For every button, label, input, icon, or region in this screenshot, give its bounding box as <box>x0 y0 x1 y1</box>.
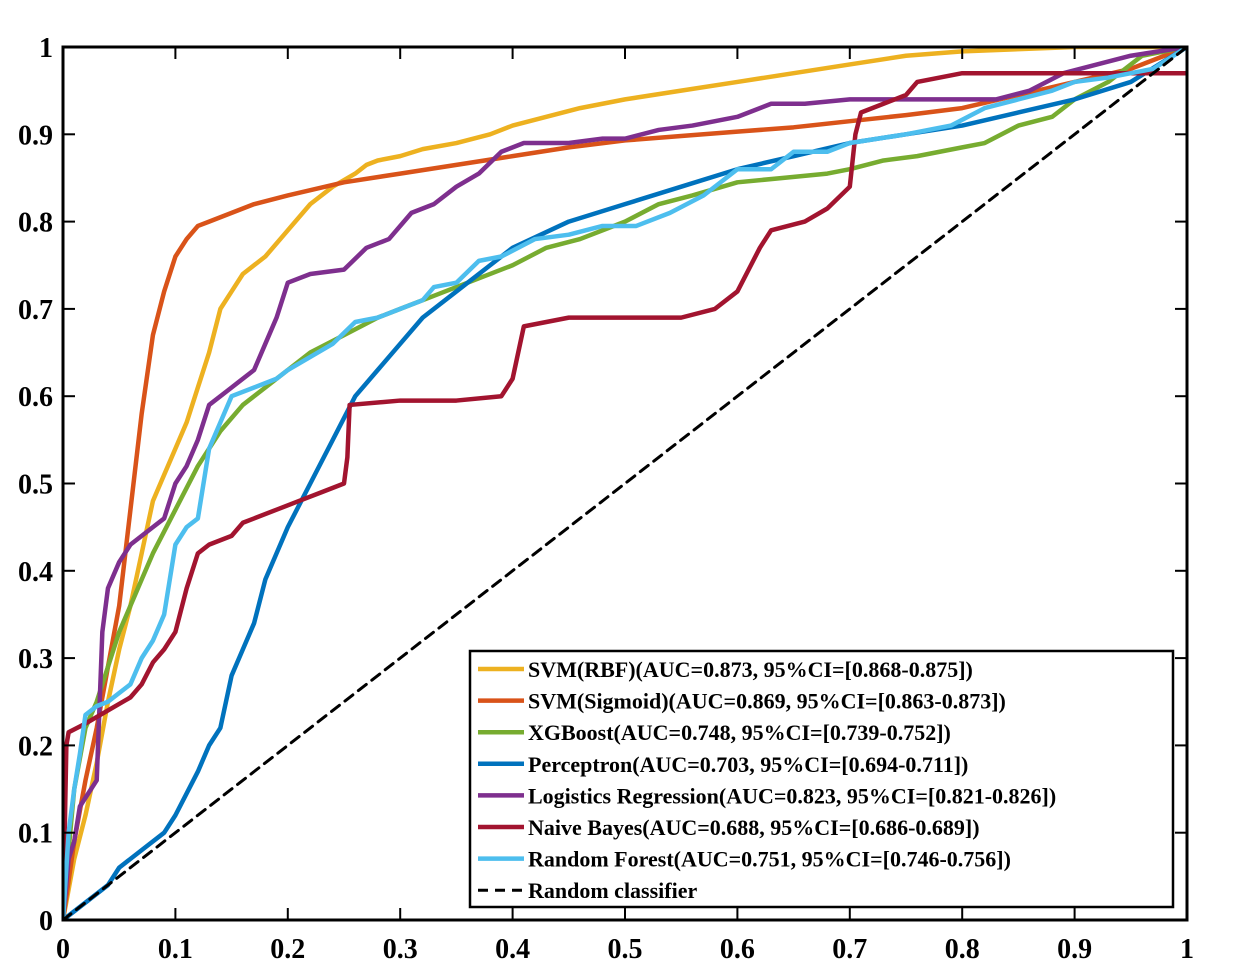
y-tick-label: 1 <box>39 33 53 64</box>
y-tick-label: 0.8 <box>18 208 53 239</box>
series-line-svm <box>63 47 1187 920</box>
y-tick-label: 0.1 <box>18 819 53 850</box>
series-line-svm <box>63 47 1187 920</box>
axes-layer: 0 0.1 0.2 0.3 0.4 0.5 0.6 0.7 0.8 0.9 1 0 0.1 0.2 0.3 0… <box>18 33 1194 965</box>
y-tick-label: 0.9 <box>18 120 53 151</box>
x-tick-label: 0.1 <box>158 934 193 965</box>
legend-label-naive-bayes: Naive Bayes(AUC=0.688, 95%CI=[0.686-0.68… <box>528 815 980 840</box>
legend: SVM(RBF)(AUC=0.873, 95%CI=[0.868-0.875])… <box>468 649 1175 909</box>
y-tick-label: 0.4 <box>18 557 53 588</box>
series-line-random-classifier <box>63 47 1187 920</box>
y-tick-label: 0 <box>39 906 53 937</box>
y-tick-label: 0.6 <box>18 382 53 413</box>
x-tick-label: 0.4 <box>495 934 530 965</box>
x-tick-label: 0.6 <box>720 934 755 965</box>
series-line-naive-bayes <box>63 70 1187 920</box>
series-layer <box>63 47 1187 920</box>
legend-label-random-classifier: Random classifier <box>528 878 698 903</box>
y-tick-label: 0.3 <box>18 644 53 675</box>
x-tick-label: 0.5 <box>608 934 643 965</box>
y-tick-label: 0.7 <box>18 295 53 326</box>
legend-label-logistics-regression: Logistics Regression(AUC=0.823, 95%CI=[0… <box>528 783 1056 808</box>
x-tick-label: 1 <box>1180 934 1194 965</box>
y-tick-label: 0.5 <box>18 470 53 501</box>
x-tick-label: 0.2 <box>270 934 305 965</box>
legend-label-perceptron: Perceptron(AUC=0.703, 95%CI=[0.694-0.711… <box>528 752 968 777</box>
series-line-logistics-regression <box>63 47 1187 920</box>
legend-label-svm: SVM(RBF)(AUC=0.873, 95%CI=[0.868-0.875]) <box>528 657 973 682</box>
x-tick-label: 0.8 <box>945 934 980 965</box>
legend-label-xgboost: XGBoost(AUC=0.748, 95%CI=[0.739-0.752]) <box>528 720 951 745</box>
x-tick-label: 0 <box>56 934 70 965</box>
x-tick-label: 0.3 <box>383 934 418 965</box>
x-tick-label: 0.9 <box>1057 934 1092 965</box>
legend-label-svm: SVM(Sigmoid)(AUC=0.869, 95%CI=[0.863-0.8… <box>528 689 1006 714</box>
y-tick-label: 0.2 <box>18 731 53 762</box>
legend-label-random-forest: Random Forest(AUC=0.751, 95%CI=[0.746-0.… <box>528 847 1011 872</box>
x-tick-label: 0.7 <box>832 934 867 965</box>
series-line-xgboost <box>63 47 1187 920</box>
series-line-random-forest <box>63 47 1187 920</box>
legend-box <box>468 649 1175 909</box>
